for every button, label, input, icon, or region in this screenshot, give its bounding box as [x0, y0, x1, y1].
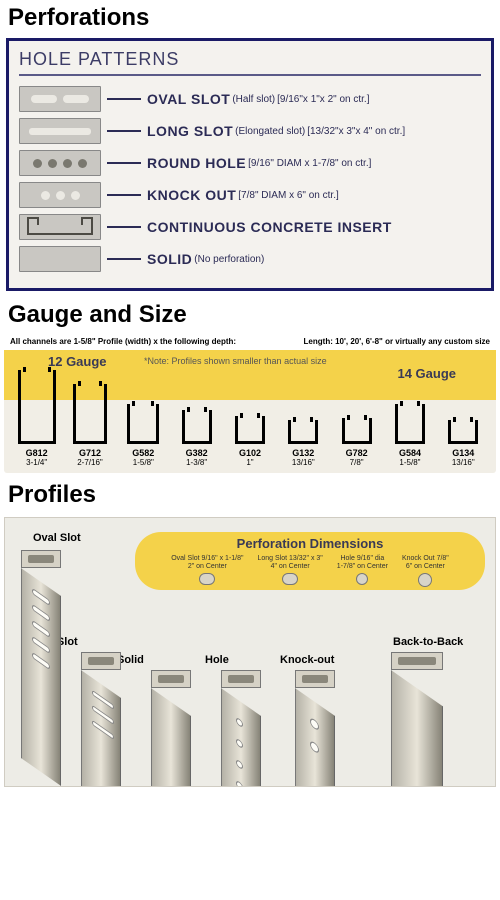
- strut-solid: [151, 670, 191, 787]
- gauge-note: *Note: Profiles shown smaller than actua…: [144, 356, 327, 366]
- strut-long-slot: [81, 652, 121, 787]
- label-b2b: Back-to-Back: [393, 636, 463, 648]
- round-hole-icon: [19, 150, 101, 176]
- channel-G812: G8123-1/4": [10, 370, 63, 467]
- perforations-panel: HOLE PATTERNS OVAL SLOT (Half slot) [9/1…: [6, 38, 494, 291]
- pattern-row-knock-out: KNOCK OUT [7/8" DIAM x 6" on ctr.]: [19, 182, 481, 208]
- pattern-row-long-slot: LONG SLOT (Elongated slot) [13/32"x 3"x …: [19, 118, 481, 144]
- label-hole: Hole: [205, 654, 229, 666]
- pattern-spec: [9/16"x 1"x 2" on ctr.]: [277, 94, 369, 105]
- perforation-dimensions-band: Perforation Dimensions Oval Slot 9/16" x…: [135, 532, 485, 590]
- solid-icon: [19, 246, 101, 272]
- channel-G712: G7122-7/16": [63, 384, 116, 467]
- gauge-desc: All channels are 1-5/8" Profile (width) …: [0, 335, 500, 350]
- gauge-panel: 12 Gauge *Note: Profiles shown smaller t…: [4, 350, 496, 473]
- gauge-12-label: 12 Gauge: [48, 354, 107, 369]
- strut-back-to-back: [391, 652, 443, 787]
- strut-hole: [221, 670, 261, 787]
- profiles-panel: Perforation Dimensions Oval Slot 9/16" x…: [4, 517, 496, 787]
- pattern-name: OVAL SLOT: [147, 91, 230, 107]
- channel-G102: G1021": [223, 416, 276, 467]
- pd-item: Oval Slot 9/16" x 1-1/8"2" on Center: [171, 555, 243, 587]
- channel-G582: G5821-5/8": [117, 404, 170, 467]
- oval-slot-icon: [19, 86, 101, 112]
- pattern-sub: (Half slot): [232, 94, 275, 105]
- pd-item: Hole 9/16" dia1-7/8" on Center: [337, 555, 388, 587]
- channel-G382: G3821-3/8": [170, 410, 223, 467]
- pattern-row-solid: SOLID (No perforation): [19, 246, 481, 272]
- long-slot-icon: [19, 118, 101, 144]
- perforations-heading: Perforations: [0, 0, 500, 38]
- channel-profiles-row: G8123-1/4"G7122-7/16"G5821-5/8"G3821-3/8…: [4, 370, 496, 467]
- channel-G782: G7827/8": [330, 418, 383, 467]
- label-solid: Solid: [117, 654, 144, 666]
- knock-out-icon: [19, 182, 101, 208]
- gauge-heading: Gauge and Size: [0, 297, 500, 335]
- label-oval-slot: Oval Slot: [33, 532, 81, 544]
- pattern-row-oval-slot: OVAL SLOT (Half slot) [9/16"x 1"x 2" on …: [19, 86, 481, 112]
- channel-G584: G5841-5/8": [383, 404, 436, 467]
- strut-knockout: [295, 670, 335, 787]
- pattern-row-cci: CONTINUOUS CONCRETE INSERT: [19, 214, 481, 240]
- pd-title: Perforation Dimensions: [237, 536, 384, 551]
- label-knockout: Knock-out: [280, 654, 334, 666]
- pattern-row-round-hole: ROUND HOLE [9/16" DIAM x 1-7/8" on ctr.]: [19, 150, 481, 176]
- profiles-heading: Profiles: [0, 477, 500, 515]
- channel-G132: G13213/16": [277, 420, 330, 467]
- strut-oval-slot: [21, 550, 61, 758]
- channel-G134: G13413/16": [437, 420, 490, 467]
- pd-item: Long Slot 13/32" x 3"4" on Center: [258, 555, 323, 587]
- concrete-insert-icon: [19, 214, 101, 240]
- hole-patterns-title: HOLE PATTERNS: [19, 49, 481, 76]
- pd-item: Knock Out 7/8"6" on Center: [402, 555, 449, 587]
